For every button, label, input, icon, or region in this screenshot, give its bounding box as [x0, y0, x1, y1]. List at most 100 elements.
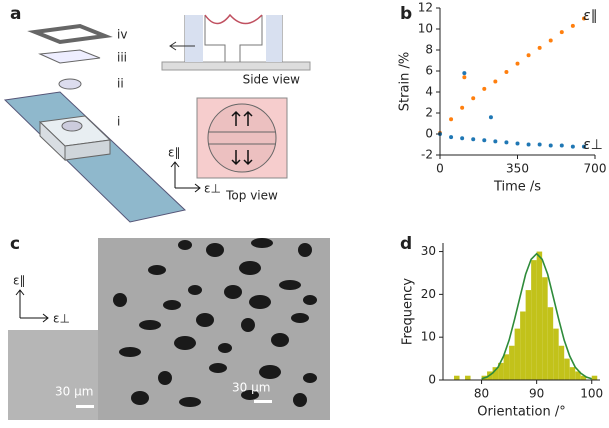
domain [259, 365, 281, 379]
layer-label: iii [117, 51, 127, 65]
point [471, 137, 476, 142]
layer-label: iv [117, 28, 127, 42]
bar [558, 345, 565, 380]
point [526, 53, 531, 58]
domain [209, 363, 227, 373]
y-tick-label: 0 [428, 373, 436, 387]
slide [3, 91, 187, 223]
scale-bar [76, 405, 94, 408]
bar [580, 375, 587, 380]
bar [503, 354, 510, 380]
y-tick-label: 4 [425, 85, 433, 99]
point [548, 38, 553, 43]
bar [514, 328, 521, 380]
axis-label: ε∥ [13, 274, 26, 288]
point [462, 71, 467, 76]
domain [224, 285, 242, 299]
x-tick-label: 90 [529, 387, 544, 401]
y-tick-label: 12 [418, 1, 433, 15]
domain [298, 243, 312, 257]
domain [291, 313, 309, 323]
point [559, 143, 564, 148]
side-wall [266, 15, 282, 62]
axes [439, 8, 595, 156]
domain [271, 333, 289, 347]
y-tick-label: 8 [425, 43, 433, 57]
panel-label: a [10, 4, 21, 24]
domain [303, 295, 317, 305]
bar [547, 307, 554, 380]
side-wall [185, 15, 203, 62]
series-label: ε⊥ [583, 137, 603, 153]
point [488, 115, 493, 120]
domain [239, 261, 261, 275]
point [581, 16, 586, 21]
point [515, 141, 520, 146]
domain [206, 243, 224, 257]
axis-label: ε⊥ [204, 182, 221, 196]
layer-iii [38, 49, 101, 64]
scale-bar [254, 400, 272, 403]
domain [148, 265, 166, 275]
bar [492, 367, 499, 380]
point [449, 135, 454, 140]
bar [454, 375, 460, 380]
series-label: ε∥ [583, 8, 598, 24]
y-axis-label: Strain /% [398, 52, 413, 111]
bar [531, 260, 537, 380]
y-tick-label: 30 [421, 244, 436, 258]
post [61, 120, 83, 132]
x-tick-label: 700 [584, 162, 607, 176]
point [504, 70, 509, 75]
domain [241, 318, 255, 332]
axis-label: ε⊥ [53, 312, 70, 326]
bar [498, 362, 504, 380]
strain-arrows [231, 110, 253, 166]
view-label: Side view [243, 73, 301, 87]
panel-label: b [400, 4, 412, 24]
point [537, 45, 542, 50]
domain [279, 280, 301, 290]
bar [575, 371, 581, 380]
x-tick-label: 100 [580, 387, 603, 401]
domain [303, 373, 317, 383]
domain [241, 390, 259, 400]
bar [569, 367, 576, 380]
x-tick-label: 80 [474, 387, 489, 401]
layer-iv [27, 23, 113, 45]
point [548, 143, 553, 148]
domain [251, 238, 273, 248]
domains [113, 238, 317, 407]
y-tick-label: -2 [421, 148, 433, 162]
scale-bar-label: 30 µm [232, 381, 270, 395]
domain [174, 336, 196, 350]
point [526, 142, 531, 147]
domain [196, 313, 214, 327]
y-tick-label: 0 [425, 127, 433, 141]
panel-label: c [10, 234, 20, 254]
layer-label: ii [117, 77, 124, 91]
arrow [169, 41, 195, 51]
bar [520, 311, 526, 380]
y-axis-label: Frequency [401, 278, 416, 345]
axes-arrows [170, 161, 201, 193]
domain [119, 347, 141, 357]
point [471, 96, 476, 101]
axis-label: ε∥ [168, 146, 181, 160]
domain [249, 295, 271, 309]
point [493, 79, 498, 84]
side-base [161, 61, 311, 71]
layer-label: i [117, 115, 120, 129]
domain [178, 240, 192, 250]
micrograph [98, 238, 330, 420]
point [570, 23, 575, 28]
layer-ii [58, 78, 82, 90]
point [537, 142, 542, 147]
view-label: Top view [225, 189, 278, 203]
bar [509, 345, 515, 380]
point [460, 136, 465, 141]
domain [179, 397, 201, 407]
x-axis-label: Time /s [493, 180, 541, 195]
y-tick-label: 6 [425, 64, 433, 78]
